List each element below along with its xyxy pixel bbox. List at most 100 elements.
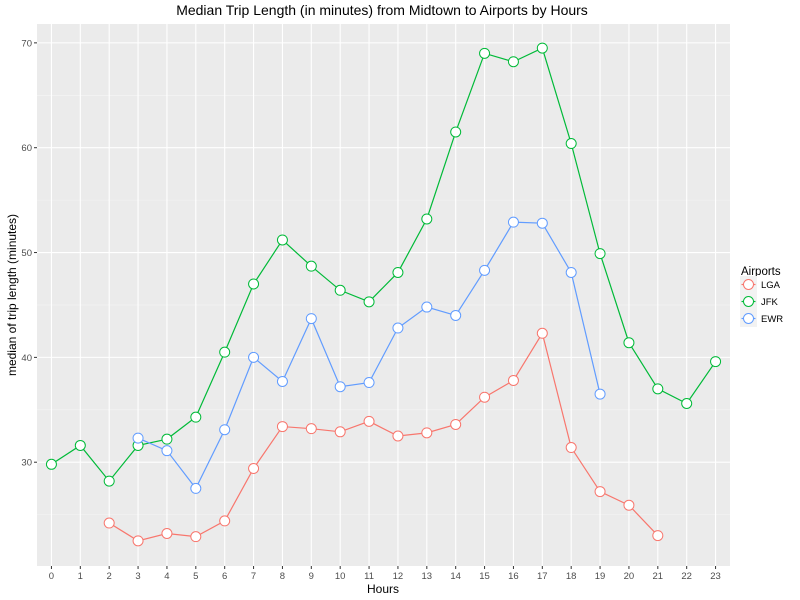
data-point-ewr xyxy=(248,351,260,363)
x-tick-label: 9 xyxy=(309,571,314,582)
data-point-ewr xyxy=(536,217,548,229)
data-point-lga xyxy=(652,530,664,542)
data-point-ewr xyxy=(132,432,144,444)
x-tick-label: 16 xyxy=(508,571,519,582)
legend-label-ewr: EWR xyxy=(761,314,783,325)
data-point-jfk xyxy=(565,138,577,150)
x-tick-label: 8 xyxy=(280,571,285,582)
data-point-lga xyxy=(450,418,462,430)
data-point-jfk xyxy=(219,346,231,358)
data-point-ewr xyxy=(421,301,433,313)
data-point-jfk xyxy=(507,56,519,68)
x-axis: 0 1 2 3 4 5 6 7 8 9 10 11 12 13 14 15 16 17 18 19 20 21 22 23 xyxy=(49,566,721,582)
y-axis-title: median of trip length (minutes) xyxy=(5,214,19,376)
data-point-lga xyxy=(479,391,491,403)
data-point-lga xyxy=(421,427,433,439)
data-point-lga xyxy=(594,486,606,498)
data-point-jfk xyxy=(248,278,260,290)
legend-marker-jfk xyxy=(743,296,754,307)
x-axis-title: Hours xyxy=(367,582,399,596)
major-gridlines xyxy=(37,24,730,566)
data-point-jfk xyxy=(623,337,635,349)
data-point-jfk xyxy=(276,234,288,246)
x-tick-label: 0 xyxy=(49,571,54,582)
x-tick-label: 13 xyxy=(422,571,433,582)
chart-title: Median Trip Length (in minutes) from Mid… xyxy=(176,2,588,18)
x-tick-label: 18 xyxy=(566,571,577,582)
x-tick-label: 1 xyxy=(78,571,83,582)
data-point-ewr xyxy=(565,266,577,278)
legend-label-lga: LGA xyxy=(761,280,781,291)
data-point-jfk xyxy=(363,296,375,308)
data-point-lga xyxy=(103,517,115,529)
data-point-jfk xyxy=(479,47,491,59)
x-tick-label: 21 xyxy=(653,571,664,582)
y-tick-label: 70 xyxy=(21,38,32,49)
data-point-jfk xyxy=(421,213,433,225)
x-tick-label: 17 xyxy=(537,571,548,582)
data-point-jfk xyxy=(652,383,664,395)
x-tick-label: 2 xyxy=(107,571,112,582)
x-tick-label: 15 xyxy=(479,571,490,582)
legend-marker-ewr xyxy=(743,313,754,324)
data-point-lga xyxy=(392,430,404,442)
data-point-ewr xyxy=(392,322,404,334)
minor-gridlines xyxy=(37,94,730,515)
x-tick-label: 6 xyxy=(222,571,227,582)
legend-marker-lga xyxy=(743,279,754,290)
x-tick-label: 4 xyxy=(164,571,169,582)
legend: Airports LGA JFK EWR xyxy=(740,266,783,327)
data-point-jfk xyxy=(74,439,86,451)
x-tick-label: 3 xyxy=(135,571,140,582)
data-point-jfk xyxy=(334,284,346,296)
data-point-ewr xyxy=(276,375,288,387)
data-point-lga xyxy=(248,463,260,475)
data-point-lga xyxy=(132,535,144,547)
data-point-jfk xyxy=(161,433,173,445)
x-tick-label: 23 xyxy=(710,571,721,582)
plot-panel xyxy=(37,24,730,566)
series-layer xyxy=(45,42,722,547)
x-tick-label: 20 xyxy=(624,571,635,582)
x-tick-label: 5 xyxy=(193,571,198,582)
data-point-jfk xyxy=(103,475,115,487)
data-point-ewr xyxy=(190,482,202,494)
x-tick-label: 7 xyxy=(251,571,256,582)
y-tick-label: 40 xyxy=(21,353,32,364)
data-point-jfk xyxy=(392,266,404,278)
data-point-lga xyxy=(334,426,346,438)
data-point-ewr xyxy=(594,388,606,400)
data-point-lga xyxy=(219,515,231,527)
data-point-jfk xyxy=(710,356,722,368)
data-point-lga xyxy=(161,528,173,540)
data-point-lga xyxy=(305,423,317,435)
data-point-lga xyxy=(363,415,375,427)
data-point-ewr xyxy=(305,313,317,325)
data-point-ewr xyxy=(334,381,346,393)
data-point-ewr xyxy=(479,264,491,276)
x-tick-label: 14 xyxy=(450,571,461,582)
legend-title: Airports xyxy=(741,266,781,278)
y-axis: 30 40 50 60 70 xyxy=(21,38,37,469)
data-point-jfk xyxy=(536,42,548,54)
y-tick-label: 60 xyxy=(21,143,32,154)
data-point-ewr xyxy=(507,216,519,228)
data-point-ewr xyxy=(161,445,173,457)
x-tick-label: 12 xyxy=(393,571,404,582)
data-point-lga xyxy=(536,327,548,339)
data-point-jfk xyxy=(305,260,317,272)
legend-label-jfk: JFK xyxy=(761,297,779,308)
data-point-lga xyxy=(190,531,202,543)
y-tick-label: 50 xyxy=(21,248,32,259)
data-point-jfk xyxy=(45,458,57,470)
data-point-lga xyxy=(623,499,635,511)
data-point-ewr xyxy=(219,424,231,436)
data-point-ewr xyxy=(450,309,462,321)
y-tick-label: 30 xyxy=(21,458,32,469)
data-point-lga xyxy=(565,442,577,454)
data-point-jfk xyxy=(190,411,202,423)
data-point-lga xyxy=(507,374,519,386)
data-point-jfk xyxy=(450,126,462,138)
x-tick-label: 19 xyxy=(595,571,606,582)
